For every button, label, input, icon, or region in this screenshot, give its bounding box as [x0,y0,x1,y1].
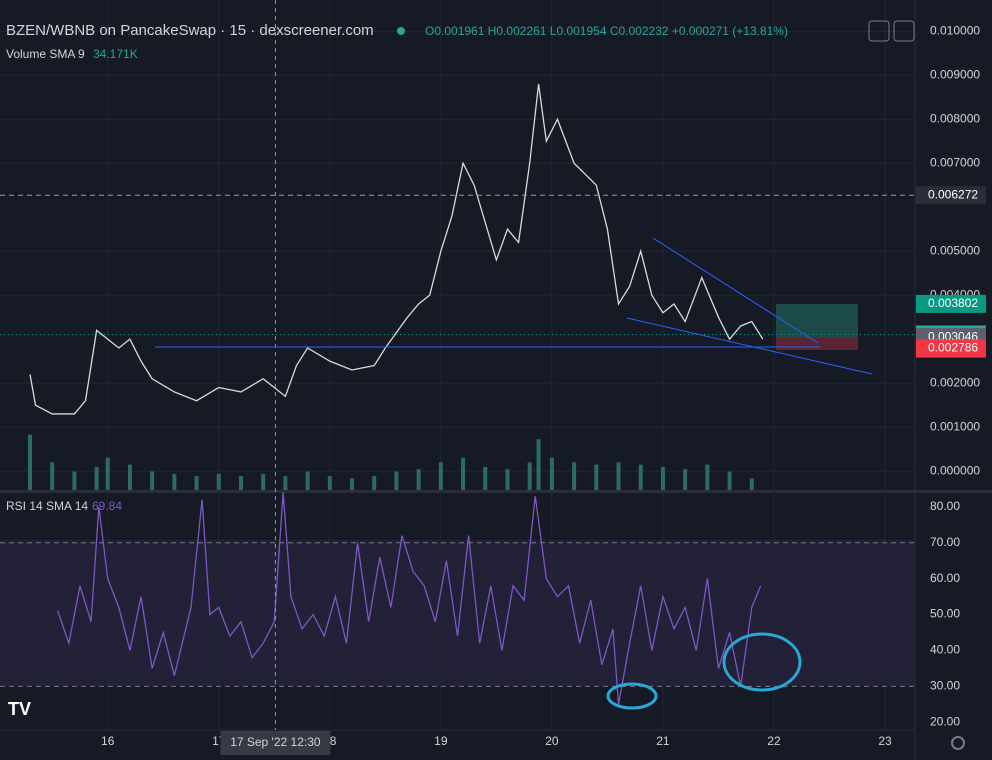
crosshair-label: 17 Sep '22 12:30 [230,735,321,749]
chart-title: BZEN/WBNB on PancakeSwap · 15 · dexscree… [6,22,374,39]
settings-button[interactable] [951,736,965,750]
volume-bar [527,462,532,490]
volume-bar [505,469,510,490]
volume-bar [105,457,110,490]
volume-bar [705,464,710,490]
download-button[interactable] [868,20,890,42]
x-tick-label: 16 [101,734,115,748]
volume-bar [483,466,488,490]
volume-bar [27,434,32,490]
volume-bar [127,464,132,490]
y-tick-label: 60.00 [930,571,960,585]
price-tag [916,339,986,358]
y-tick-label: 30.00 [930,679,960,693]
volume-bar [72,471,77,490]
volume-bar [350,478,355,490]
fullscreen-button[interactable] [893,20,915,42]
volume-bar [749,478,754,490]
y-tick-label: 50.00 [930,607,960,621]
crosshair-label-bg [220,731,331,755]
volume-value: 34.171K [93,47,138,61]
series-line [57,492,762,705]
logo: TV [8,699,31,719]
annotation-circle [722,632,802,692]
price-tag [916,186,986,205]
y-tick-label: 0.008000 [930,111,980,125]
volume-bar [327,476,332,490]
pane-separator [0,490,992,493]
rsi-value: 69.84 [92,499,122,513]
series-line [29,83,764,415]
volume-bar [305,471,310,490]
annotation-circle [606,682,658,710]
position-loss [776,338,858,350]
x-tick-label: 19 [434,734,448,748]
y-tick-label: 0.009000 [930,67,980,81]
price-tag [916,294,986,313]
x-tick-label: 20 [545,734,559,748]
volume-bar [660,466,665,490]
volume-bar [50,462,55,490]
y-tick-label: 0.005000 [930,243,980,257]
volume-bar [416,469,421,490]
volume-bar [261,473,266,490]
volume-bar [394,471,399,490]
y-tick-label: 20.00 [930,714,960,728]
ohlc: O0.001961 H0.002261 L0.001954 C0.002232 … [425,24,788,38]
volume-bar [683,469,688,490]
volume-bar [172,473,177,490]
x-tick-label: 21 [656,734,670,748]
y-tick-label: 0.001000 [930,419,980,433]
y-tick-label: 70.00 [930,535,960,549]
rsi-label: RSI 14 SMA 14 [6,499,88,513]
volume-bar [283,476,288,490]
volume-bar [594,464,599,490]
price-tag-label: 0.002786 [928,341,978,355]
volume-bar [238,476,243,490]
position-profit [776,304,858,338]
volume-bar [616,462,621,490]
status-dot [397,27,405,35]
x-tick-label: 23 [878,734,892,748]
trend-line [652,237,819,344]
volume-bar [94,466,99,490]
volume-label: Volume SMA 9 [6,47,85,61]
y-tick-label: 80.00 [930,499,960,513]
price-tag-label: 0.003802 [928,296,978,310]
y-tick-label: 0.002000 [930,375,980,389]
rsi-band [0,540,915,686]
volume-bar [438,462,443,490]
volume-bar [549,457,554,490]
volume-bar [372,476,377,490]
y-tick-label: 0.000000 [930,463,980,477]
y-tick-label: 0.010000 [930,23,980,37]
volume-bar [461,457,466,490]
y-tick-label: 40.00 [930,643,960,657]
volume-bar [150,471,155,490]
price-tag-label: 0.006272 [928,187,978,201]
trend-line [626,317,873,375]
volume-bar [638,464,643,490]
volume-bar [194,476,199,490]
y-tick-label: 0.007000 [930,155,980,169]
volume-bar [572,462,577,490]
x-tick-label: 22 [767,734,781,748]
volume-bar [727,471,732,490]
volume-bar [536,439,541,490]
volume-bar [216,473,221,490]
